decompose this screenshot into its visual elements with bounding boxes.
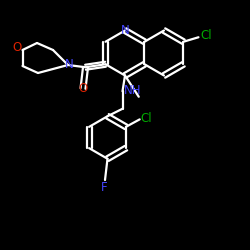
Text: Cl: Cl [141,112,152,124]
Text: O: O [78,82,88,95]
Text: F: F [100,181,107,194]
Text: Cl: Cl [200,30,212,43]
Text: N: N [120,24,130,37]
Text: N: N [65,58,74,71]
Text: NH: NH [124,84,141,96]
Text: O: O [13,41,22,54]
